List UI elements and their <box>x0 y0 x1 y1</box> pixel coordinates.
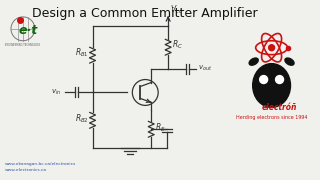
Text: $R_{B2}$: $R_{B2}$ <box>75 112 89 125</box>
Circle shape <box>260 76 268 84</box>
Circle shape <box>276 76 284 84</box>
Ellipse shape <box>285 58 294 65</box>
Text: Herding electrons since 1994: Herding electrons since 1994 <box>236 115 307 120</box>
Text: $R_{B1}$: $R_{B1}$ <box>75 47 89 59</box>
Text: $v_{in}$: $v_{in}$ <box>52 88 62 97</box>
Text: Design a Common Emitter Amplifier: Design a Common Emitter Amplifier <box>32 7 258 20</box>
Text: www.electronics.ca: www.electronics.ca <box>5 168 47 172</box>
Text: e·t: e·t <box>18 24 37 37</box>
Text: ENGINEERING TECHNOLOGY: ENGINEERING TECHNOLOGY <box>5 43 40 47</box>
Ellipse shape <box>249 58 258 65</box>
Text: $R_C$: $R_C$ <box>172 39 183 51</box>
Text: $R_E$: $R_E$ <box>155 121 166 134</box>
Text: www.okanagan.bc.ca/electronics: www.okanagan.bc.ca/electronics <box>5 162 76 166</box>
Circle shape <box>268 45 275 51</box>
Text: electróñ: electróñ <box>262 103 297 112</box>
Text: $v_{out}$: $v_{out}$ <box>198 64 212 73</box>
Ellipse shape <box>253 64 291 107</box>
Text: $V_{cc}$: $V_{cc}$ <box>170 3 183 16</box>
